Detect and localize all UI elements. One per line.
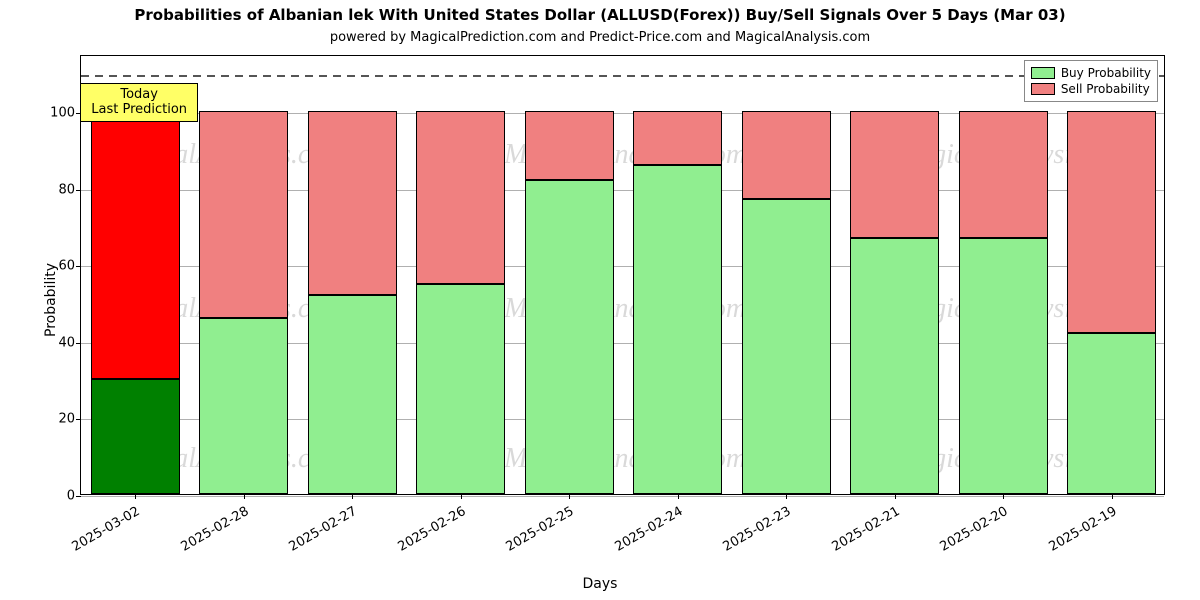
- x-tick: [244, 494, 245, 499]
- y-tick: [76, 190, 81, 191]
- x-tick: [786, 494, 787, 499]
- bar-buy: [850, 238, 939, 494]
- y-tick-label: 40: [58, 335, 75, 350]
- x-tick-label: 2025-02-26: [395, 504, 468, 555]
- x-axis-label: Days: [0, 576, 1200, 592]
- bar-sell: [742, 111, 831, 199]
- plot-area: MagicalAnalysis.comMagicalAnalysis.comMa…: [80, 55, 1165, 495]
- x-tick-label: 2025-02-28: [178, 504, 251, 555]
- bar-buy: [91, 379, 180, 494]
- bar-sell: [199, 111, 288, 318]
- legend: Buy Probability Sell Probability: [1024, 60, 1158, 102]
- bar-sell: [633, 111, 722, 165]
- x-tick: [135, 494, 136, 499]
- y-tick-label: 80: [58, 182, 75, 197]
- today-annotation-line2: Last Prediction: [91, 102, 187, 118]
- bar-buy: [416, 284, 505, 494]
- x-tick: [678, 494, 679, 499]
- legend-swatch: [1031, 83, 1055, 95]
- bar-buy: [742, 199, 831, 494]
- bar-buy: [308, 295, 397, 494]
- today-annotation: TodayLast Prediction: [80, 83, 198, 122]
- y-tick-label: 20: [58, 412, 75, 427]
- today-annotation-line1: Today: [91, 87, 187, 103]
- x-tick: [895, 494, 896, 499]
- bar-buy: [199, 318, 288, 494]
- x-tick: [569, 494, 570, 499]
- legend-label: Buy Probability: [1061, 66, 1151, 80]
- bar-buy: [959, 238, 1048, 494]
- bar-buy: [525, 180, 614, 494]
- bar-sell: [416, 111, 505, 283]
- bar-sell: [91, 111, 180, 379]
- chart-title: Probabilities of Albanian lek With Unite…: [0, 6, 1200, 24]
- x-tick-label: 2025-02-20: [938, 504, 1011, 555]
- bar-sell: [308, 111, 397, 295]
- x-tick-label: 2025-02-21: [829, 504, 902, 555]
- y-tick-label: 100: [50, 106, 75, 121]
- bar-sell: [959, 111, 1048, 237]
- y-tick: [76, 266, 81, 267]
- x-tick: [461, 494, 462, 499]
- bar-sell: [1067, 111, 1156, 333]
- x-tick: [352, 494, 353, 499]
- y-axis-label: Probability: [43, 263, 59, 337]
- bar-sell: [850, 111, 939, 237]
- x-tick-label: 2025-02-24: [612, 504, 685, 555]
- x-tick-label: 2025-02-23: [721, 504, 794, 555]
- y-tick-label: 60: [58, 259, 75, 274]
- legend-item: Buy Probability: [1031, 65, 1151, 81]
- y-tick-label: 0: [67, 489, 75, 504]
- y-tick: [76, 496, 81, 497]
- bar-sell: [525, 111, 614, 180]
- x-tick-label: 2025-02-25: [504, 504, 577, 555]
- legend-item: Sell Probability: [1031, 81, 1151, 97]
- x-tick-label: 2025-03-02: [70, 504, 143, 555]
- bar-buy: [1067, 333, 1156, 494]
- legend-label: Sell Probability: [1061, 82, 1150, 96]
- x-tick: [1112, 494, 1113, 499]
- chart-container: Probabilities of Albanian lek With Unite…: [0, 0, 1200, 600]
- x-tick: [1003, 494, 1004, 499]
- legend-swatch: [1031, 67, 1055, 79]
- y-tick: [76, 343, 81, 344]
- reference-line: [81, 75, 1164, 77]
- y-tick: [76, 419, 81, 420]
- x-tick-label: 2025-02-19: [1046, 504, 1119, 555]
- bar-buy: [633, 165, 722, 494]
- x-tick-label: 2025-02-27: [287, 504, 360, 555]
- chart-subtitle: powered by MagicalPrediction.com and Pre…: [0, 30, 1200, 45]
